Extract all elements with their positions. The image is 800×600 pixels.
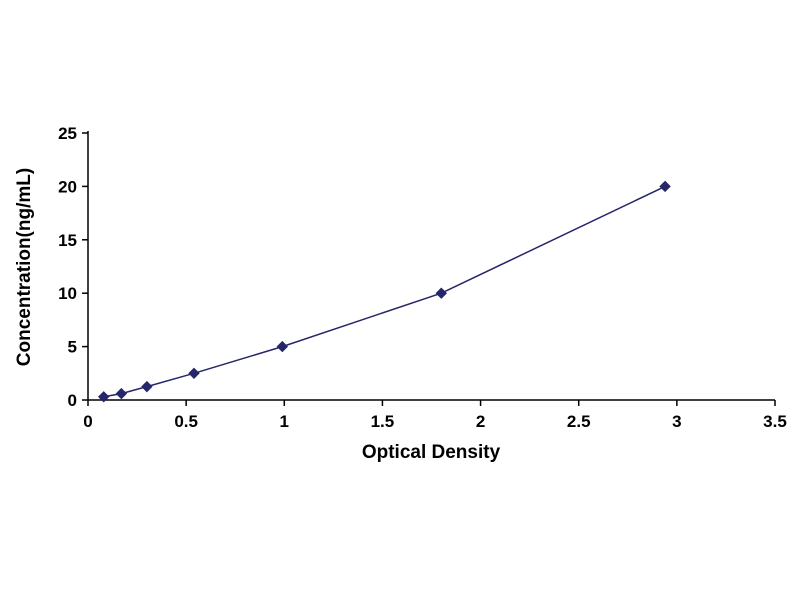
series-line bbox=[103, 185, 666, 398]
x-axis-label: Optical Density bbox=[362, 442, 501, 463]
x-tick-label: 0 bbox=[83, 412, 92, 431]
y-tick-label: 20 bbox=[58, 177, 77, 196]
data-point-marker bbox=[115, 387, 128, 400]
x-tick-label: 1.5 bbox=[371, 412, 395, 431]
y-tick-label: 5 bbox=[68, 338, 77, 357]
y-tick-label: 0 bbox=[68, 391, 77, 410]
x-tick-label: 0.5 bbox=[174, 412, 198, 431]
x-tick-label: 2 bbox=[476, 412, 485, 431]
data-point-marker bbox=[97, 391, 110, 403]
x-tick-label: 3 bbox=[672, 412, 681, 431]
data-point-marker bbox=[435, 287, 448, 299]
y-axis-label: Concentration(ng/mL) bbox=[14, 168, 35, 366]
x-tick-label: 1 bbox=[280, 412, 289, 431]
y-tick-label: 25 bbox=[58, 124, 77, 143]
data-point-marker bbox=[141, 380, 153, 393]
data-point-marker bbox=[659, 180, 671, 193]
y-tick-label: 10 bbox=[58, 284, 77, 303]
x-tick-label: 3.5 bbox=[763, 412, 787, 431]
data-point-marker bbox=[188, 367, 200, 380]
data-point-marker bbox=[276, 340, 289, 353]
y-tick-label: 15 bbox=[58, 231, 77, 250]
plot-area: 0 0.5 1 1.5 2 2.5 3 3.5 0 5 10 15 20 25 bbox=[58, 124, 787, 431]
x-tick-label: 2.5 bbox=[567, 412, 591, 431]
